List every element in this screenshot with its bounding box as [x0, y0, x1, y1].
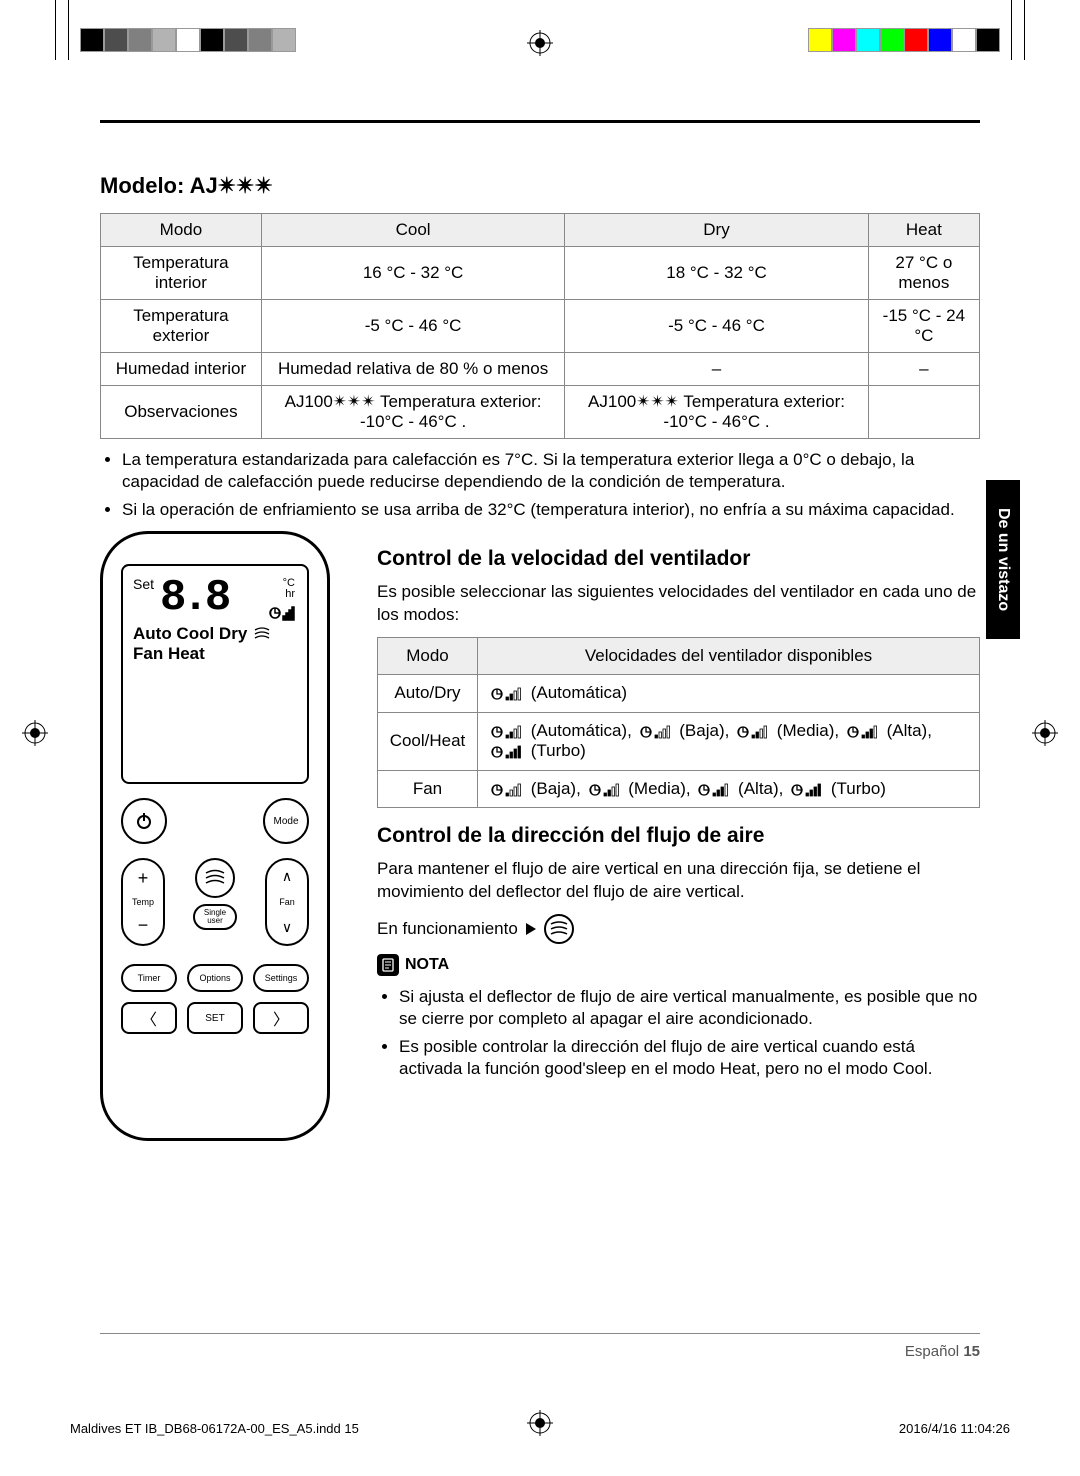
- fan-speed-icon: [639, 721, 673, 741]
- single-user-button: Single user: [193, 904, 237, 930]
- mode-button: Mode: [263, 798, 309, 844]
- airflow-desc: Para mantener el flujo de aire vertical …: [377, 858, 980, 904]
- table-header: Velocidades del ventilador disponibles: [478, 638, 980, 675]
- table-row: Fan (Baja), (Media), (Alta), (Turbo): [378, 770, 980, 808]
- fan-speed-icon: [490, 721, 524, 741]
- table-header: Modo: [378, 638, 478, 675]
- remote-lcd: Set 8.8 °Chr Auto Cool Dry: [121, 564, 309, 784]
- swing-button: [195, 858, 235, 898]
- set-button: SET: [187, 1002, 243, 1034]
- model-heading: Modelo: AJ✴✴✴: [100, 173, 980, 199]
- table-header: Modo: [101, 214, 262, 247]
- timer-button: Timer: [121, 964, 177, 992]
- power-icon: [134, 811, 154, 831]
- fan-speed-icon: [490, 779, 524, 799]
- spec-table: ModoCoolDryHeatTemperatura interior16 °C…: [100, 213, 980, 439]
- fan-speed-icon: [697, 779, 731, 799]
- fan-speed-icon: [790, 779, 824, 799]
- fan-speed-icon: [846, 721, 880, 741]
- footer-page: Español 15: [905, 1343, 980, 1360]
- table-row: Temperatura interior16 °C - 32 °C18 °C -…: [101, 247, 980, 300]
- list-item: Si la operación de enfriamiento se usa a…: [122, 499, 980, 521]
- airflow-heading: Control de la dirección del flujo de air…: [377, 824, 980, 848]
- fan-speed-heading: Control de la velocidad del ventilador: [377, 547, 980, 571]
- table-row: Humedad interiorHumedad relativa de 80 %…: [101, 353, 980, 386]
- main-bullets: La temperatura estandarizada para calefa…: [100, 449, 980, 521]
- colorbar-right: [808, 28, 1000, 52]
- table-row: ObservacionesAJ100✴✴✴ Temperatura exteri…: [101, 386, 980, 439]
- table-header: Dry: [565, 214, 868, 247]
- table-row: Temperatura exterior-5 °C - 46 °C-5 °C -…: [101, 300, 980, 353]
- lcd-set-label: Set: [133, 576, 154, 592]
- fan-speed-intro: Es posible seleccionar las siguientes ve…: [377, 581, 980, 627]
- table-row: Cool/Heat (Automática), (Baja), (Media),…: [378, 712, 980, 770]
- list-item: Si ajusta el deflector de flujo de aire …: [399, 986, 980, 1030]
- top-rule: [100, 120, 980, 123]
- remote-illustration: Set 8.8 °Chr Auto Cool Dry: [100, 531, 330, 1141]
- fan-speed-table: ModoVelocidades del ventilador disponibl…: [377, 637, 980, 808]
- list-item: Es posible controlar la dirección del fl…: [399, 1036, 980, 1080]
- temp-button: + Temp −: [121, 858, 165, 946]
- side-tab: De un vistazo: [986, 480, 1020, 639]
- list-item: La temperatura estandarizada para calefa…: [122, 449, 980, 493]
- note-icon: [377, 954, 399, 976]
- nota-bullets: Si ajusta el deflector de flujo de aire …: [377, 986, 980, 1080]
- arrow-right-icon: [526, 923, 536, 935]
- footer-rule: [100, 1333, 980, 1334]
- en-funcionamiento: En funcionamiento: [377, 914, 980, 944]
- fan-speed-icon: [736, 721, 770, 741]
- table-header: Cool: [261, 214, 564, 247]
- prev-button: 〈: [121, 1002, 177, 1034]
- page-content: Modelo: AJ✴✴✴ ModoCoolDryHeatTemperatura…: [100, 120, 980, 1356]
- lcd-units: °Chr: [267, 578, 295, 622]
- fan-speed-icon: [490, 742, 524, 762]
- register-mark-top: [527, 30, 553, 56]
- options-button: Options: [187, 964, 243, 992]
- register-mark-right: [1032, 720, 1058, 746]
- next-button: 〉: [253, 1002, 309, 1034]
- fan-speed-icon: [490, 684, 524, 704]
- print-footer: Maldives ET IB_DB68-06172A-00_ES_A5.indd…: [70, 1421, 1010, 1436]
- lcd-digits: 8.8: [160, 576, 227, 620]
- lcd-modes: Auto Cool Dry Fan Heat: [133, 624, 297, 663]
- nota-heading: NOTA: [377, 954, 980, 976]
- table-row: Auto/Dry (Automática): [378, 675, 980, 713]
- table-header: Heat: [868, 214, 979, 247]
- fan-button: ∧ Fan ∨: [265, 858, 309, 946]
- register-mark-left: [22, 720, 48, 746]
- swing-icon: [544, 914, 574, 944]
- colorbar-left: [80, 28, 296, 52]
- power-button: [121, 798, 167, 844]
- fan-speed-icon: [588, 779, 622, 799]
- settings-button: Settings: [253, 964, 309, 992]
